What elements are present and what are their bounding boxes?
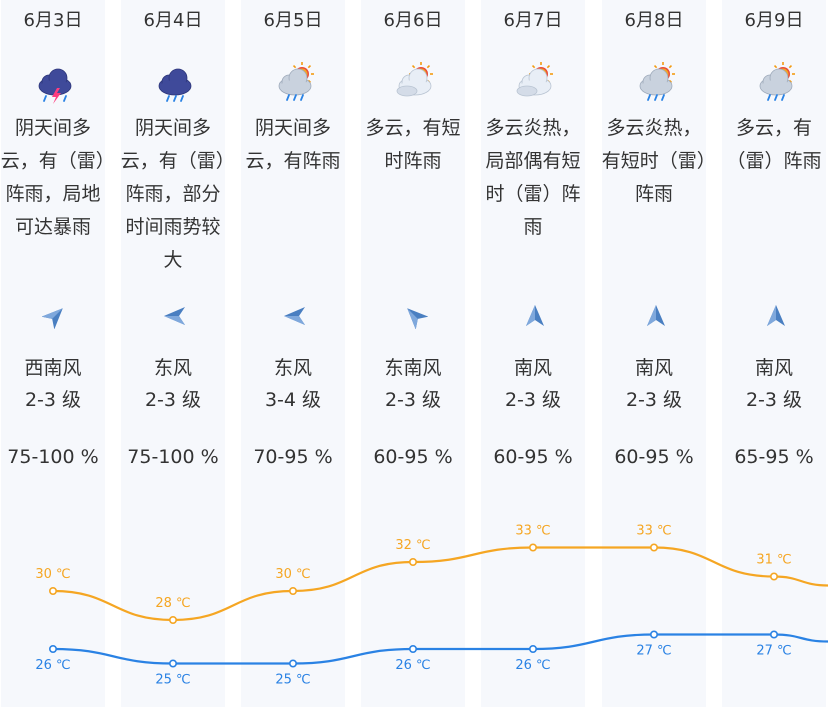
weather-description: 阴天间多云，有阵雨 (245, 117, 341, 172)
wind-direction: 东风 (273, 357, 312, 379)
forecast-day-column: 6月8日 多云炎热，有短时（雷）阵雨 南风 2-3 级 60-95 % (602, 0, 706, 707)
wind-arrow-southeast-icon (407, 308, 428, 329)
wind-level: 2-3 级 (625, 389, 683, 411)
wind-arrow-southwest-icon (42, 308, 63, 329)
partly-cloudy-shower-icon (278, 62, 314, 101)
forecast-date: 6月9日 (744, 10, 804, 31)
humidity-range: 75-100 % (127, 446, 219, 468)
heavy-rain-cloud-icon (158, 68, 192, 102)
wind-arrow-east-icon (164, 307, 185, 325)
forecast-day-column: 6月9日 多云，有（雷）阵雨 南风 2-3 级 65-95 % (722, 0, 826, 707)
weather-description: 多云，有短时阵雨 (365, 117, 461, 172)
humidity-range: 60-95 % (614, 446, 694, 468)
sun-behind-cloud-icon (516, 62, 553, 97)
wind-level: 2-3 级 (745, 389, 803, 411)
wind-level: 2-3 级 (144, 389, 202, 411)
wind-arrow-east-icon (284, 307, 305, 325)
forecast-date: 6月4日 (143, 10, 203, 31)
forecast-date: 6月8日 (624, 10, 684, 31)
wind-direction: 东风 (153, 357, 192, 379)
weather-description: 多云，有（雷）阵雨 (726, 117, 822, 172)
forecast-date: 6月5日 (263, 10, 323, 31)
wind-arrow-south-icon (767, 305, 785, 326)
forecast-day-column: 6月6日 多云，有短时阵雨 东南风 2-3 级 60-95 % (361, 0, 465, 707)
wind-direction: 西南风 (24, 357, 82, 379)
forecast-day-column: 6月5日 阴天间多云，有阵雨 东风 3-4 级 70-95 % (241, 0, 345, 707)
weather-description: 多云炎热，有短时（雷）阵雨 (601, 117, 707, 205)
humidity-range: 65-95 % (734, 446, 814, 468)
humidity-range: 60-95 % (493, 446, 573, 468)
weather-description: 多云炎热，局部偶有短时（雷）阵雨 (485, 117, 581, 238)
wind-direction: 南风 (754, 357, 793, 379)
partly-cloudy-shower-icon (639, 62, 675, 101)
wind-level: 2-3 级 (384, 389, 442, 411)
wind-level: 3-4 级 (264, 389, 322, 411)
humidity-range: 60-95 % (373, 446, 453, 468)
forecast-date: 6月6日 (383, 10, 443, 31)
forecast-day-column: 6月4日 阴天间多云，有（雷）阵雨，部分时间雨势较大 东风 2-3 级 75-1… (121, 0, 225, 707)
wind-direction: 南风 (513, 357, 552, 379)
wind-arrow-south-icon (526, 305, 544, 326)
thunderstorm-rain-icon (38, 68, 72, 104)
forecast-day-column: 6月3日 阴天间多云，有（雷）阵雨，局地可达暴雨 西南风 2-3 级 75-10… (1, 0, 105, 707)
forecast-date: 6月3日 (23, 10, 83, 31)
forecast-date: 6月7日 (503, 10, 563, 31)
weather-description: 阴天间多云，有（雷）阵雨，局地可达暴雨 (0, 117, 106, 238)
wind-level: 2-3 级 (504, 389, 562, 411)
weather-description: 阴天间多云，有（雷）阵雨，部分时间雨势较大 (120, 117, 226, 271)
humidity-range: 75-100 % (7, 446, 99, 468)
wind-direction: 南风 (634, 357, 673, 379)
sun-behind-cloud-icon (396, 62, 433, 97)
partly-cloudy-shower-icon (759, 62, 795, 101)
forecast-day-column: 6月7日 多云炎热，局部偶有短时（雷）阵雨 南风 2-3 级 60-95 % (481, 0, 585, 707)
wind-arrow-south-icon (647, 305, 665, 326)
humidity-range: 70-95 % (253, 446, 333, 468)
wind-level: 2-3 级 (24, 389, 82, 411)
wind-direction: 东南风 (384, 357, 442, 379)
